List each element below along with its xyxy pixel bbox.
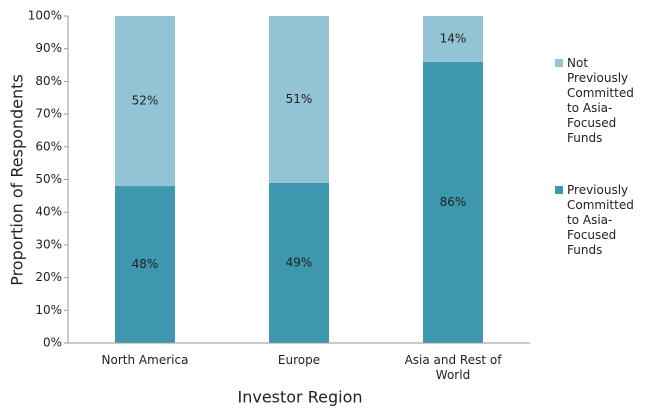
x-tick-label: North America: [101, 353, 189, 367]
bar-segment: [269, 182, 329, 343]
bar-segment: [423, 16, 483, 62]
legend-label: Previously Committed to Asia-Focused Fun…: [567, 183, 634, 257]
y-tick-label: 0%: [43, 336, 62, 350]
bar-segment: [423, 61, 483, 343]
data-label: 48%: [132, 257, 159, 271]
bar-segment: [115, 186, 175, 343]
data-label: 14%: [440, 31, 467, 45]
y-tick-label: 30%: [35, 237, 62, 251]
data-label: 49%: [286, 255, 313, 269]
y-tick-label: 20%: [35, 270, 62, 284]
y-tick-label: 70%: [35, 107, 62, 121]
data-label: 52%: [132, 94, 159, 108]
data-label: 86%: [440, 195, 467, 209]
y-tick-label: 40%: [35, 205, 62, 219]
y-tick-label: 10%: [35, 303, 62, 317]
y-axis-title: Proportion of Respondents: [8, 74, 27, 286]
x-axis-title: Investor Region: [237, 388, 362, 407]
y-tick-label: 50%: [35, 172, 62, 186]
legend-swatch: [555, 59, 563, 67]
y-tick-label: 90%: [35, 41, 62, 55]
bar-segment: [115, 16, 175, 187]
y-tick-label: 80%: [35, 74, 62, 88]
x-tick-label: Asia and Rest of World: [404, 353, 502, 382]
legend-swatch: [555, 186, 563, 194]
x-tick-label: Europe: [277, 353, 321, 367]
y-tick-label: 100%: [28, 9, 62, 23]
legend-label: Not Previously Committed to Asia-Focused…: [567, 56, 634, 145]
bar-segment: [269, 16, 329, 183]
data-label: 51%: [286, 92, 313, 106]
y-tick-label: 60%: [35, 139, 62, 153]
